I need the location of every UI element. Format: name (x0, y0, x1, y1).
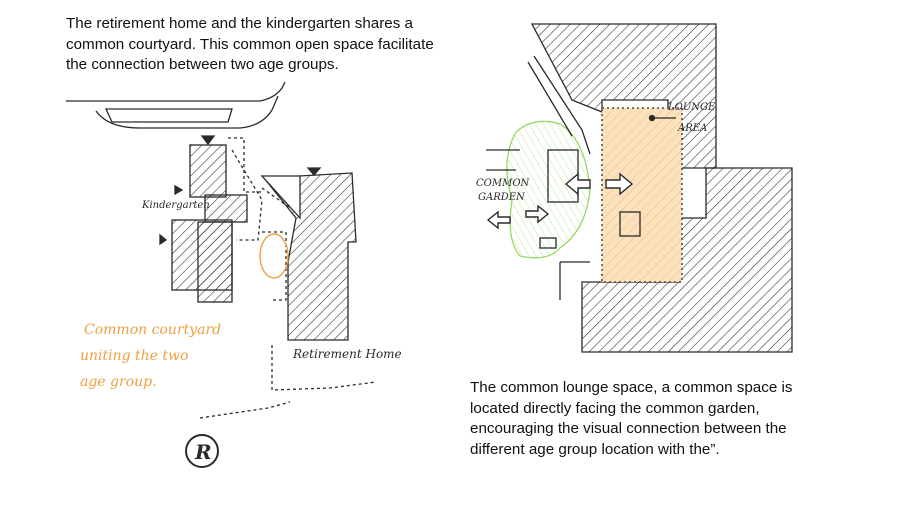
kindergarten-block-1 (189, 144, 227, 198)
lounge-label-line-2: AREA (677, 123, 707, 134)
left-site-plan (66, 81, 377, 468)
side-road (533, 55, 591, 155)
side-road-2 (527, 61, 573, 137)
courtyard-ellipse (259, 233, 289, 279)
kindergarten-block-4 (197, 221, 233, 303)
right-site-plan (486, 23, 793, 353)
entrance-arrow-2 (306, 167, 322, 176)
dashed-path-1 (228, 137, 262, 193)
courtyard-note-line-1: Common courtyard (84, 322, 221, 338)
north-symbol-letter: R (194, 440, 212, 464)
entrance-arrow-4 (159, 233, 168, 246)
garden-stair (619, 211, 641, 237)
arrow-small-left-icon (486, 210, 511, 230)
left-edge-lines (486, 149, 590, 300)
garden-label-line-2: GARDEN (478, 192, 526, 203)
kindergarten-label: Kindergarten (141, 200, 210, 211)
arrow-small-right-icon (525, 204, 550, 224)
entrance-arrow-3 (174, 184, 184, 196)
lounge-hatch (601, 107, 683, 283)
dashed-path-4 (271, 345, 377, 391)
arrow-left-icon (564, 172, 591, 196)
entrance-arrow-1 (200, 135, 216, 146)
dashed-path-3 (262, 231, 287, 301)
courtyard-note-line-2: uniting the two (80, 348, 188, 364)
road-line-bottom (95, 95, 279, 129)
lounge-pointer-dot (648, 114, 656, 122)
retirement-home-block (262, 172, 357, 341)
connection-arrows (486, 172, 634, 230)
road-line-top (66, 81, 286, 102)
road-inner (104, 108, 233, 123)
north-circle (185, 434, 219, 468)
arrow-right-icon (605, 172, 634, 196)
caption-bottom: The common lounge space, a common space … (470, 379, 793, 458)
dashed-path-6 (261, 187, 297, 213)
dashed-path-5 (199, 401, 291, 419)
caption-top: The retirement home and the kindergarten… (66, 15, 434, 73)
lounge-label-line-1: LOUNGE (667, 102, 716, 113)
garden-label-line-1: COMMON (476, 178, 531, 189)
retirement-home-wing (260, 175, 301, 220)
kindergarten-block-2 (204, 194, 248, 223)
retirement-home-label: Retirement Home (292, 347, 402, 361)
right-building-block (581, 167, 793, 353)
courtyard-note-line-3: age group. (80, 374, 157, 390)
dashed-path-2 (231, 149, 263, 241)
garden-shape-2 (539, 237, 557, 249)
